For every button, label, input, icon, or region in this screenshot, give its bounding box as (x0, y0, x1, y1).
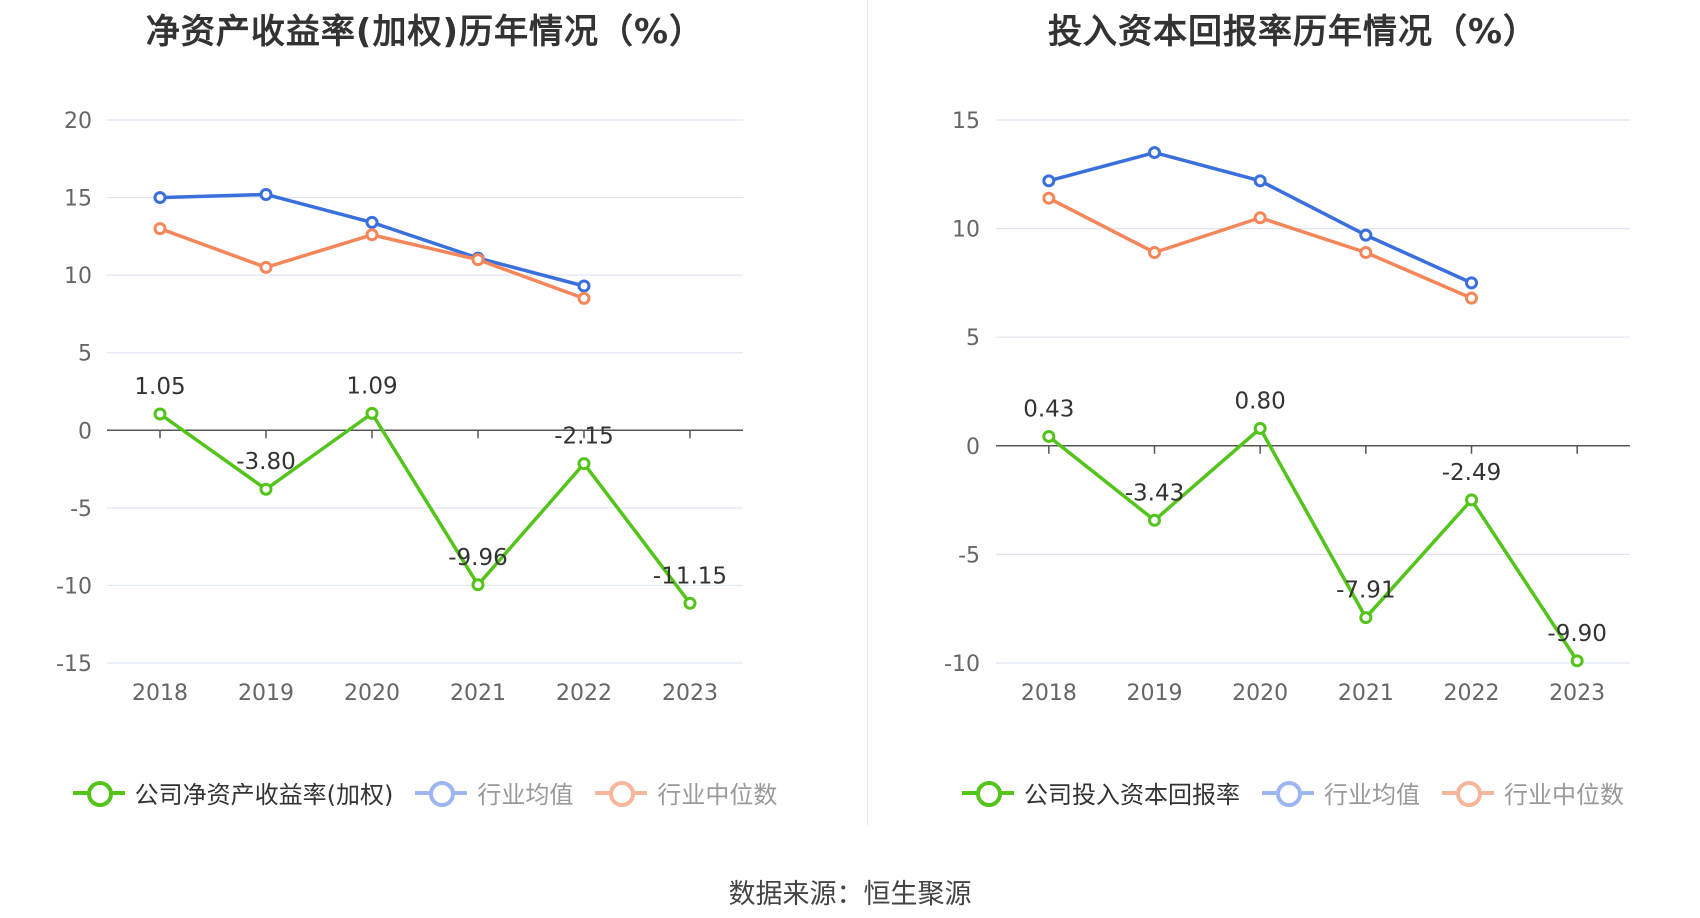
legend-item-company-roic[interactable]: 公司投入资本回报率 (962, 775, 1240, 810)
legend-industry-median-icon (595, 778, 648, 808)
x-tick-label: 2018 (132, 681, 188, 706)
roic-chart-legend: 公司投入资本回报率 行业均值 行业中位数 (868, 775, 1700, 810)
x-tick-label: 2023 (662, 681, 718, 706)
data-point-industry_avg (1042, 174, 1056, 188)
data-point-industry_median (153, 222, 167, 236)
legend-label-industry-median: 行业中位数 (657, 781, 778, 809)
roe-chart-title: 净资产收益率(加权)历年情况（%） (145, 12, 705, 52)
y-tick-label: 20 (64, 109, 92, 134)
data-point-company (1465, 493, 1478, 507)
data-point-company (259, 482, 273, 496)
series-line-company (1047, 426, 1579, 662)
panel-divider (867, 0, 868, 825)
roe-chart-panel: 净资产收益率(加权)历年情况（%） 20 15 10 5 0 -5 -10 -15 2018 20… (0, 0, 850, 830)
data-point-industry_median (1359, 245, 1373, 259)
data-point-company (1570, 654, 1584, 668)
data-point-industry_median (1465, 291, 1478, 305)
legend-label-company-roic: 公司投入资本回报率 (1024, 781, 1240, 809)
data-label: -2.49 (1442, 460, 1502, 486)
data-point-company (1253, 421, 1267, 435)
x-tick-label: 2019 (238, 681, 294, 706)
data-point-industry_median (1148, 245, 1161, 259)
data-point-company (365, 406, 379, 420)
y-tick-label: 0 (966, 435, 980, 460)
roe-chart-plot: 20 15 10 5 0 -5 -10 -15 2018 2019 2020 2021 2022 2023… (56, 109, 743, 706)
data-label: -3.43 (1125, 480, 1185, 506)
data-point-company (1042, 429, 1056, 443)
data-point-company (471, 578, 485, 592)
y-tick-label: 0 (78, 419, 92, 444)
data-point-industry_median (471, 253, 485, 267)
data-point-industry_avg (1148, 146, 1161, 160)
roic-chart-plot: 15 10 5 0 -5 -10 2018 2019 2020 2021 2022 2023 0.43 -… (944, 109, 1630, 706)
data-point-company (1148, 513, 1161, 527)
data-source-note: 数据来源：恒生聚源 (728, 879, 972, 910)
data-point-industry_median (1253, 211, 1267, 225)
legend-item-industry-median[interactable]: 行业中位数 (1442, 775, 1624, 810)
data-label: -2.15 (554, 424, 614, 450)
legend-item-industry-avg[interactable]: 行业均值 (1262, 775, 1420, 810)
x-tick-label: 2022 (556, 681, 612, 706)
legend-label-industry-avg: 行业均值 (477, 781, 574, 809)
y-tick-label: -5 (70, 497, 92, 522)
data-label: -9.90 (1547, 621, 1607, 647)
data-point-industry_avg (153, 191, 167, 205)
data-point-industry_avg (1359, 228, 1373, 242)
data-point-company (153, 407, 167, 421)
y-tick-label: 15 (952, 109, 980, 134)
data-point-industry_avg (365, 215, 379, 229)
data-point-company (577, 457, 591, 471)
legend-label-industry-avg: 行业均值 (1324, 781, 1420, 809)
roic-chart-title: 投入资本回报率历年情况（%） (1047, 12, 1539, 52)
legend-company-icon (72, 778, 125, 808)
data-label: -3.80 (236, 449, 296, 475)
legend-label-company-roe: 公司净资产收益率(加权) (134, 781, 394, 809)
legend-company-icon (962, 778, 1014, 808)
data-label: 1.09 (346, 373, 397, 399)
x-tick-label: 2022 (1444, 681, 1500, 706)
data-point-company (1359, 611, 1373, 625)
data-point-industry_avg (1465, 276, 1478, 290)
legend-label-industry-median: 行业中位数 (1504, 781, 1624, 809)
data-point-industry_avg (1253, 174, 1267, 188)
data-point-industry_avg (259, 187, 273, 201)
roic-chart-panel: 投入资本回报率历年情况（%） 15 10 5 0 -5 -10 2018 2019 2020 20… (868, 0, 1700, 830)
data-label: -9.96 (448, 545, 508, 571)
data-label: 1.05 (134, 374, 185, 400)
data-label: 0.43 (1023, 396, 1074, 422)
x-tick-label: 2020 (1232, 681, 1288, 706)
data-point-industry_median (1042, 191, 1056, 205)
legend-industry-avg-icon (415, 778, 468, 808)
data-point-industry_median (365, 228, 379, 242)
x-tick-label: 2018 (1021, 681, 1077, 706)
legend-industry-median-icon (1442, 778, 1494, 808)
x-tick-label: 2020 (344, 681, 400, 706)
roe-chart-legend: 公司净资产收益率(加权) 行业均值 行业中位数 (0, 775, 850, 810)
y-tick-label: 5 (78, 342, 92, 367)
y-tick-label: -10 (56, 574, 92, 599)
data-point-industry_avg (577, 279, 591, 293)
x-tick-label: 2023 (1549, 681, 1605, 706)
data-point-company (683, 596, 697, 610)
y-tick-label: -10 (944, 652, 980, 677)
data-label: -7.91 (1336, 578, 1396, 604)
legend-item-industry-avg[interactable]: 行业均值 (415, 775, 573, 810)
y-tick-label: 15 (64, 187, 92, 212)
data-label: -11.15 (653, 563, 727, 589)
series-line-company (158, 411, 692, 605)
x-tick-label: 2021 (450, 681, 506, 706)
legend-item-company-roe[interactable]: 公司净资产收益率(加权) (72, 775, 394, 810)
x-tick-label: 2021 (1338, 681, 1394, 706)
y-tick-label: 5 (966, 326, 980, 351)
x-tick-label: 2019 (1127, 681, 1183, 706)
y-tick-label: -5 (958, 543, 980, 568)
y-tick-label: 10 (952, 218, 980, 243)
data-point-industry_median (577, 291, 591, 305)
data-point-industry_median (259, 260, 273, 274)
legend-item-industry-median[interactable]: 行业中位数 (595, 775, 777, 810)
data-label: 0.80 (1235, 388, 1286, 414)
y-tick-label: 10 (64, 264, 92, 289)
y-tick-label: -15 (56, 652, 92, 677)
legend-industry-avg-icon (1262, 778, 1314, 808)
